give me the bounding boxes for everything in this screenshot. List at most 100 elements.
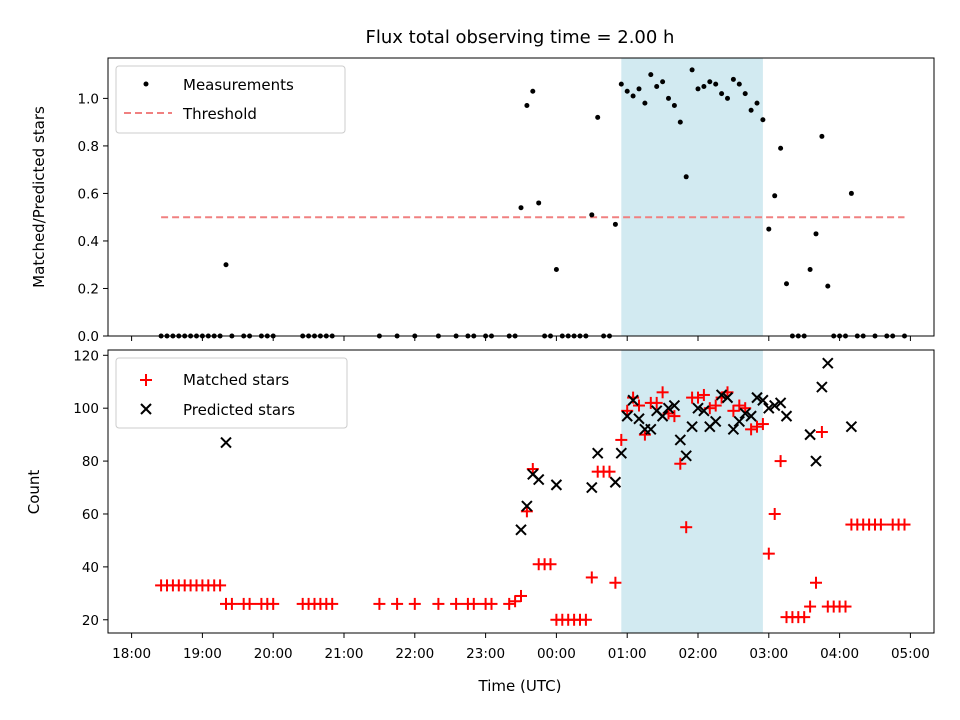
matched-star-point — [745, 423, 758, 436]
matched-star-point — [603, 465, 616, 478]
measurement-point — [772, 193, 778, 199]
predicted-star-point — [727, 423, 740, 436]
bottom-y-tick-label: 120 — [73, 348, 99, 364]
x-tick-label: 18:00 — [112, 646, 151, 662]
bottom-y-tick-label: 100 — [73, 401, 99, 417]
matched-star-point — [709, 399, 722, 412]
matched-star-point — [485, 597, 498, 610]
matched-star-point — [450, 597, 463, 610]
top-highlight-band — [621, 58, 763, 336]
predicted-star-point — [680, 450, 692, 462]
x-tick-label: 02:00 — [679, 646, 718, 662]
measurement-point — [612, 221, 618, 227]
predicted-star-point — [662, 402, 675, 414]
predicted-star-point — [692, 402, 704, 414]
matched-star-point — [214, 579, 227, 592]
matched-star-point — [762, 547, 775, 560]
measurement-point — [707, 79, 713, 85]
matched-star-point — [898, 518, 911, 531]
matched-star-point — [373, 597, 386, 610]
predicted-star-point — [668, 399, 681, 412]
x-tick-label: 00:00 — [537, 646, 576, 662]
predicted-star-point — [715, 389, 728, 401]
predicted-star-point — [763, 402, 775, 414]
matched-star-point — [267, 597, 280, 610]
measurement-point — [778, 145, 784, 151]
bottom-y-axis-label: Count — [25, 470, 43, 515]
matched-star-point — [585, 571, 598, 584]
measurement-point — [666, 95, 671, 101]
measurement-point — [742, 91, 748, 97]
x-tick-label: 19:00 — [183, 646, 222, 662]
bottom-legend: Matched stars Predicted stars — [115, 357, 348, 429]
measurement-point — [713, 81, 719, 87]
top-y-tick-label: 0.2 — [78, 281, 99, 297]
measurement-point — [825, 283, 831, 289]
predicted-star-point — [721, 391, 734, 404]
predicted-star-point — [751, 391, 763, 404]
measurement-point — [813, 231, 819, 237]
legend-matched-stars: Matched stars — [183, 371, 289, 389]
measurement-point — [518, 205, 524, 211]
top-y-tick-label: 0.6 — [78, 186, 99, 202]
matched-star-point — [727, 404, 740, 417]
predicted-star-point — [733, 415, 746, 428]
measurement-point — [748, 107, 754, 113]
predicted-star-point — [845, 420, 858, 433]
predicted-star-point — [674, 434, 687, 446]
matched-star-point — [697, 388, 710, 401]
top-legend: Measurements Threshold — [115, 65, 346, 134]
x-tick-label: 04:00 — [820, 646, 859, 662]
matched-star-point — [751, 420, 763, 433]
predicted-star-point — [532, 473, 545, 486]
matched-star-point — [515, 589, 527, 602]
bottom-y-tick-label: 40 — [82, 560, 99, 576]
top-y-tick-label: 1.0 — [78, 91, 99, 107]
predicted-star-point — [686, 420, 698, 433]
measurement-point — [654, 84, 660, 90]
predicted-star-point — [656, 410, 669, 422]
x-tick-label: 01:00 — [608, 646, 647, 662]
legend-predicted-stars: Predicted stars — [183, 401, 295, 419]
matched-star-point — [467, 597, 480, 610]
matched-star-point — [579, 613, 592, 626]
bottom-y-tick-label: 20 — [82, 613, 99, 629]
predicted-star-point — [816, 381, 828, 393]
measurement-point — [630, 93, 636, 99]
measurement-point — [589, 212, 595, 218]
matched-star-point — [243, 597, 256, 610]
matched-star-point — [874, 518, 887, 531]
measurement-point — [648, 72, 654, 78]
measurement-point — [683, 174, 689, 180]
measurement-point — [736, 81, 742, 87]
matched-star-point — [609, 576, 622, 589]
top-y-tick-label: 0.0 — [78, 329, 99, 345]
matched-star-point — [656, 386, 669, 399]
predicted-star-point — [515, 524, 527, 536]
predicted-star-point — [550, 479, 563, 491]
measurement-point — [719, 91, 725, 97]
predicted-star-point — [698, 405, 710, 417]
measurement-point — [760, 117, 766, 123]
matched-star-point — [650, 396, 663, 409]
measurement-point — [807, 266, 813, 272]
predicted-star-point — [810, 455, 822, 467]
measurement-point — [725, 95, 730, 101]
top-plot-frame — [107, 57, 935, 337]
matched-star-point — [432, 597, 445, 610]
measurement-point — [730, 76, 736, 82]
matched-star-point — [503, 597, 516, 610]
predicted-star-point — [633, 413, 645, 425]
measurement-point — [624, 88, 630, 94]
matched-star-point — [756, 418, 769, 431]
x-axis-label: Time (UTC) — [478, 677, 562, 695]
predicted-star-point — [521, 500, 533, 512]
legend-threshold: Threshold — [182, 105, 257, 123]
measurement-point — [595, 114, 601, 120]
predicted-star-point — [709, 415, 722, 428]
measurement-point — [660, 79, 666, 85]
measurement-point — [784, 281, 789, 287]
measurement-point — [689, 67, 695, 73]
matched-star-point — [768, 507, 781, 520]
measurement-point — [695, 86, 701, 92]
